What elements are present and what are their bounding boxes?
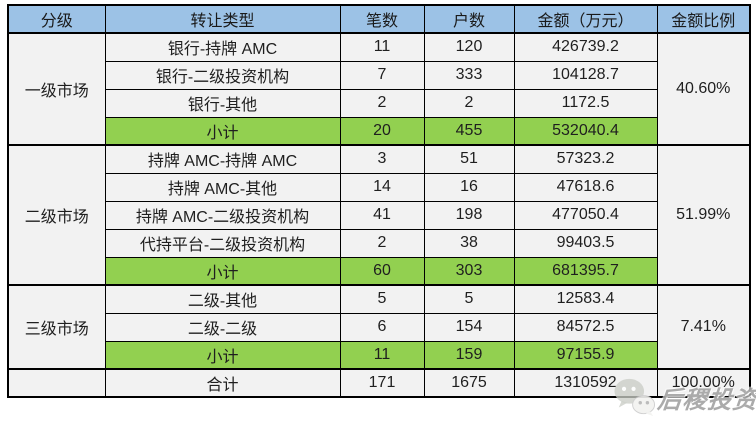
total-row: 合计 171 1675 1310592 100.00% <box>7 368 751 398</box>
total-label: 合计 <box>104 368 341 398</box>
households-cell: 198 <box>423 200 515 230</box>
subtotal-row-secondary: 小计 60 303 681395.7 <box>8 256 750 286</box>
amount-cell: 1310592 <box>513 368 658 398</box>
subtotal-row-primary: 小计 20 455 532040.4 <box>8 116 750 146</box>
subtotal-row-tertiary: 小计 11 159 97155.9 <box>8 340 750 370</box>
subtotal-label: 小计 <box>104 256 341 286</box>
households-cell: 1675 <box>423 368 515 398</box>
households-cell: 51 <box>423 144 515 174</box>
type-cell: 持牌 AMC-持牌 AMC <box>104 144 341 174</box>
amount-cell: 426739.2 <box>513 32 658 62</box>
subtotal-label: 小计 <box>104 116 341 146</box>
households-cell: 2 <box>423 88 515 118</box>
level-cell-secondary: 二级市场 <box>7 144 106 286</box>
table-row: 代持平台-二级投资机构 2 38 99403.5 <box>8 228 750 258</box>
type-cell: 代持平台-二级投资机构 <box>104 228 341 258</box>
type-cell: 银行-二级投资机构 <box>104 60 341 90</box>
type-cell: 持牌 AMC-其他 <box>104 172 341 202</box>
amount-cell: 104128.7 <box>513 60 658 90</box>
table-row: 银行-其他 2 2 1172.5 <box>8 88 750 118</box>
transfer-stats-table: 分级 转让类型 笔数 户数 金额（万元） 金额比例 一级市场 银行-持牌 AMC… <box>7 4 751 398</box>
count-cell: 20 <box>339 116 425 146</box>
count-cell: 2 <box>339 88 425 118</box>
level-cell-tertiary: 三级市场 <box>7 284 106 370</box>
ratio-cell-secondary: 51.99% <box>656 144 751 286</box>
table-row: 持牌 AMC-其他 14 16 47618.6 <box>8 172 750 202</box>
amount-cell: 97155.9 <box>513 340 658 370</box>
header-level: 分级 <box>7 4 106 34</box>
households-cell: 333 <box>423 60 515 90</box>
header-count: 笔数 <box>339 4 425 34</box>
households-cell: 154 <box>423 312 515 342</box>
empty-level-cell <box>7 368 106 398</box>
type-cell: 银行-持牌 AMC <box>104 32 341 62</box>
table-row: 银行-二级投资机构 7 333 104128.7 <box>8 60 750 90</box>
header-amount-ratio: 金额比例 <box>656 4 751 34</box>
level-cell-primary: 一级市场 <box>7 32 106 146</box>
table-row: 一级市场 银行-持牌 AMC 11 120 426739.2 40.60% <box>7 32 751 146</box>
header-transfer-type: 转让类型 <box>104 4 341 34</box>
ratio-cell-primary: 40.60% <box>656 32 751 146</box>
count-cell: 60 <box>339 256 425 286</box>
ratio-cell-tertiary: 7.41% <box>656 284 751 370</box>
households-cell: 38 <box>423 228 515 258</box>
amount-cell: 477050.4 <box>513 200 658 230</box>
households-cell: 5 <box>423 284 515 314</box>
ratio-cell-total: 100.00% <box>656 368 751 398</box>
count-cell: 14 <box>339 172 425 202</box>
header-households: 户数 <box>423 4 515 34</box>
type-cell: 二级-其他 <box>104 284 341 314</box>
count-cell: 5 <box>339 284 425 314</box>
table-row: 二级市场 持牌 AMC-持牌 AMC 3 51 57323.2 51.99% <box>7 144 751 286</box>
type-cell: 二级-二级 <box>104 312 341 342</box>
table-row: 三级市场 二级-其他 5 5 12583.4 7.41% <box>7 284 751 370</box>
households-cell: 303 <box>423 256 515 286</box>
amount-cell: 681395.7 <box>513 256 658 286</box>
count-cell: 171 <box>339 368 425 398</box>
amount-cell: 99403.5 <box>513 228 658 258</box>
households-cell: 455 <box>423 116 515 146</box>
amount-cell: 532040.4 <box>513 116 658 146</box>
count-cell: 6 <box>339 312 425 342</box>
count-cell: 41 <box>339 200 425 230</box>
subtotal-label: 小计 <box>104 340 341 370</box>
count-cell: 3 <box>339 144 425 174</box>
amount-cell: 84572.5 <box>513 312 658 342</box>
amount-cell: 57323.2 <box>513 144 658 174</box>
header-amount: 金额（万元） <box>513 4 658 34</box>
type-cell: 银行-其他 <box>104 88 341 118</box>
header-row: 分级 转让类型 笔数 户数 金额（万元） 金额比例 <box>7 4 751 34</box>
table-row: 持牌 AMC-二级投资机构 41 198 477050.4 <box>8 200 750 230</box>
amount-cell: 1172.5 <box>513 88 658 118</box>
households-cell: 120 <box>423 32 515 62</box>
count-cell: 7 <box>339 60 425 90</box>
households-cell: 16 <box>423 172 515 202</box>
count-cell: 11 <box>339 340 425 370</box>
count-cell: 11 <box>339 32 425 62</box>
type-cell: 持牌 AMC-二级投资机构 <box>104 200 341 230</box>
households-cell: 159 <box>423 340 515 370</box>
amount-cell: 12583.4 <box>513 284 658 314</box>
table-row: 二级-二级 6 154 84572.5 <box>8 312 750 342</box>
amount-cell: 47618.6 <box>513 172 658 202</box>
count-cell: 2 <box>339 228 425 258</box>
